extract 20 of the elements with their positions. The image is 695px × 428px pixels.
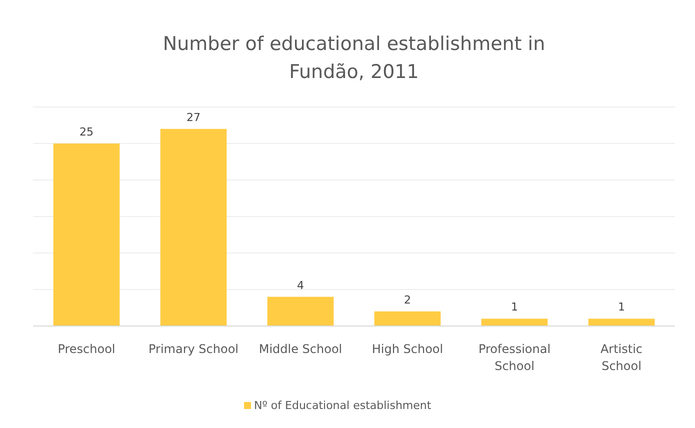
data-label: 2 [404,293,411,306]
x-tick-label: Professional School [478,342,551,373]
data-label: 25 [80,126,94,138]
bar [53,144,120,326]
data-label: 27 [186,110,200,124]
data-label: 1 [618,300,625,314]
legend-label: Nº of Educational establishment [254,399,432,412]
bar [374,311,441,326]
chart-title: Number of educational establishment in Fundão, 2011 [162,33,546,83]
data-label: 1 [511,300,518,314]
data-label: 4 [297,278,304,292]
x-tick-label: High School [372,342,444,356]
x-tick-label: Middle School [258,342,342,356]
bar [481,318,548,326]
x-tick-label: Preschool [58,342,116,356]
x-tick-label: Artistic School [600,342,643,373]
bar [267,296,334,326]
bar [160,128,227,326]
bar [588,318,655,326]
x-tick-label: Primary School [148,342,239,356]
